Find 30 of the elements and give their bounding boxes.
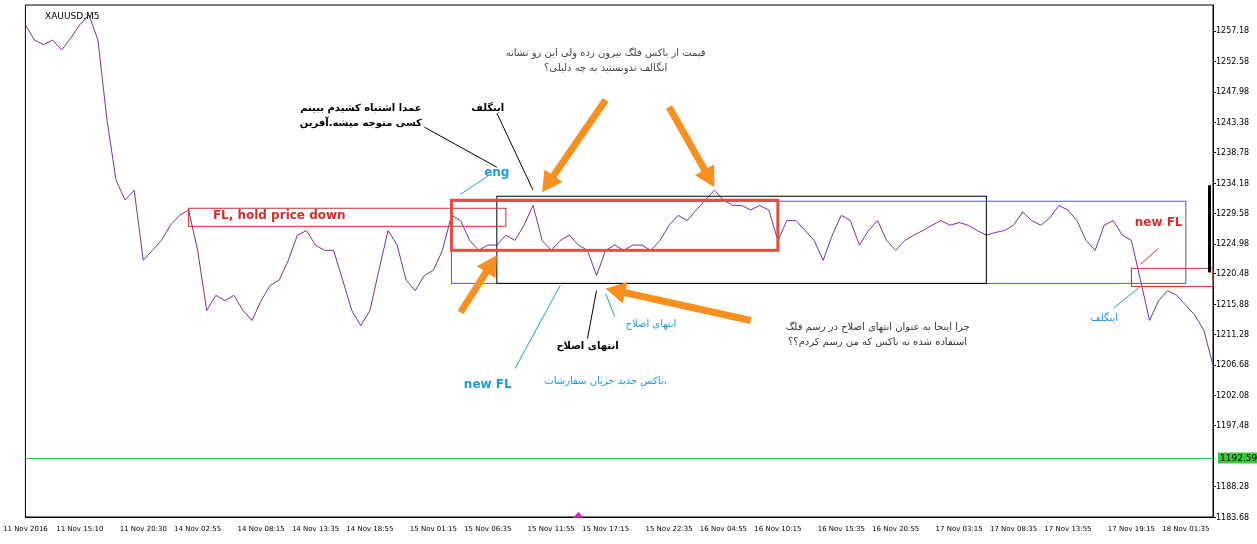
y-tick-label: 1224.98 <box>1216 239 1250 249</box>
annotation: انتهای اصلاح <box>625 317 677 330</box>
y-tick-label: 1243.38 <box>1216 117 1250 127</box>
annotation: new FL <box>1134 215 1183 230</box>
annotation: عمدا اشتباه کشیدم ببینم کسی متوجه میشه.آفرین <box>299 102 423 130</box>
y-tick-label: 1257.18 <box>1216 26 1250 36</box>
y-tick-label: 1183.68 <box>1216 512 1250 522</box>
y-tick-label: 1220.48 <box>1216 269 1250 279</box>
y-tick-label: 1229.58 <box>1216 208 1250 218</box>
y-tick-label: 1202.08 <box>1216 390 1250 400</box>
annotation: eng <box>484 165 510 180</box>
y-tick-label: 1197.48 <box>1216 421 1250 431</box>
y-tick-label: 1211.28 <box>1216 329 1250 339</box>
y-tick-label: 1188.28 <box>1216 482 1250 492</box>
text: XAUUSD.M5 <box>45 10 100 21</box>
annotation: انتهای اصلاح <box>556 340 619 353</box>
annotation: چرا اینجا به عنوان انتهای اصلاح در رسم فلگ استفاده شده نه باکس که من رسم کردم؟؟ <box>785 320 970 348</box>
annotation: new FL <box>463 376 512 391</box>
y-tick-label: 1215.88 <box>1216 299 1250 309</box>
annotation: اینگلف <box>471 100 505 113</box>
y-tick-label: 1252.58 <box>1216 56 1250 66</box>
annotation: FL, hold price down <box>212 208 346 223</box>
y-tick-label: 1206.68 <box>1216 360 1250 370</box>
y-tick-label: 1238.78 <box>1216 148 1250 158</box>
annotation: باکس جدید جریان سفارشات، <box>544 375 667 387</box>
ref-line-label: 1192.59 <box>1220 453 1257 464</box>
annotation: قیمت از باکس فلگ بیرون زده ولی این رو نشانه انگالف ندونستید به چه دلیلی؟ <box>505 46 706 74</box>
annotation: اینگلف <box>1090 311 1119 323</box>
y-tick-label: 1234.18 <box>1216 178 1250 188</box>
y-tick-label: 1247.98 <box>1216 87 1250 97</box>
